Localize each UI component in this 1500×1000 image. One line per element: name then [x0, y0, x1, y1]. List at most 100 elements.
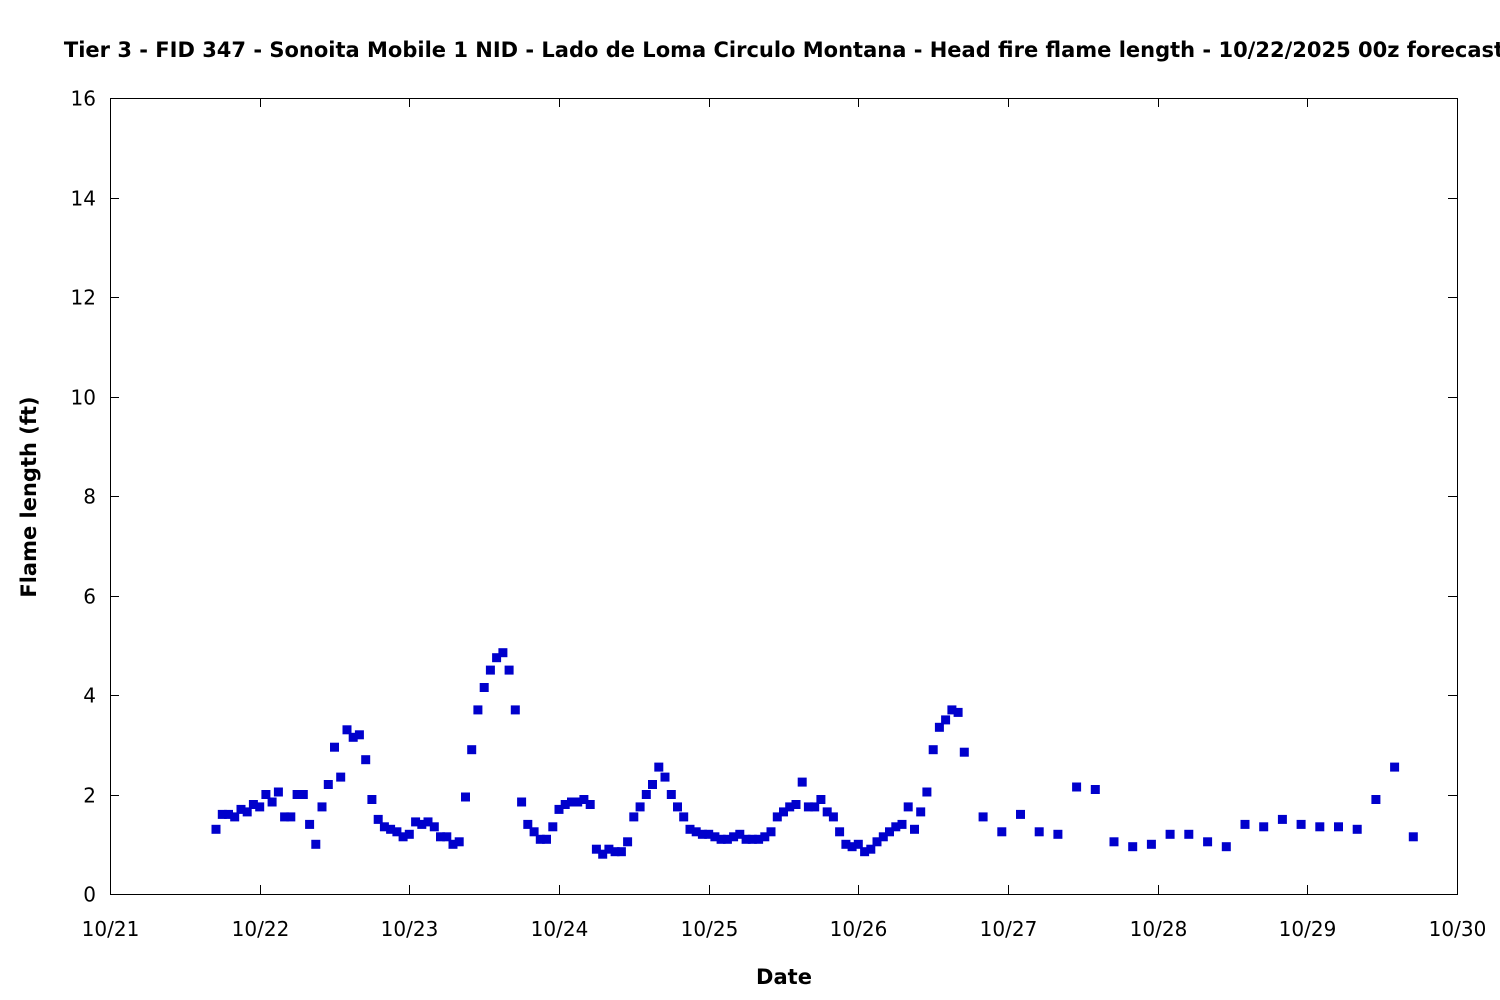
data-point [1390, 762, 1400, 772]
data-point [454, 837, 464, 847]
data-point [666, 790, 676, 799]
data-point [903, 802, 913, 812]
data-point [959, 747, 969, 757]
data-point [629, 812, 639, 822]
data-point [267, 797, 277, 807]
data-point [398, 832, 408, 842]
data-point [604, 844, 614, 854]
data-point [529, 827, 539, 837]
x-tick-label: 10/29 [1279, 917, 1337, 941]
data-point [535, 834, 545, 844]
data-point [897, 819, 907, 829]
data-point [579, 795, 589, 804]
data-point [716, 834, 726, 844]
data-point [523, 819, 533, 829]
data-point [754, 834, 764, 844]
data-point [217, 809, 227, 819]
data-point [473, 705, 483, 715]
y-axis: 0 2 4 6 8 10 12 14 16 [71, 87, 1457, 907]
y-tick-label: 14 [71, 187, 96, 211]
data-point [292, 790, 302, 799]
data-point [286, 812, 296, 822]
data-point [822, 807, 832, 817]
data-point [741, 834, 751, 844]
data-point [1259, 822, 1269, 832]
data-point [429, 822, 439, 832]
data-point [1034, 827, 1044, 837]
data-point [423, 817, 433, 827]
data-point [510, 705, 520, 715]
data-point [697, 829, 707, 839]
data-point [461, 792, 470, 802]
x-tick-label: 10/21 [82, 917, 140, 941]
data-point [348, 732, 358, 742]
data-point [934, 722, 944, 732]
data-point [323, 780, 333, 789]
data-point [1296, 819, 1306, 829]
data-point [1090, 785, 1100, 794]
data-point [791, 800, 801, 809]
data-point [779, 807, 788, 817]
data-point [835, 827, 845, 837]
data-point [367, 795, 377, 804]
data-point [803, 802, 813, 812]
y-axis-label: Flame length (ft) [17, 396, 41, 597]
data-point [660, 772, 670, 782]
data-point [1016, 809, 1025, 819]
data-point [504, 665, 514, 675]
data-point [517, 797, 527, 807]
data-point [242, 807, 252, 817]
data-point [760, 832, 770, 842]
data-point [492, 653, 502, 663]
data-point [853, 839, 863, 849]
data-point [280, 812, 290, 822]
x-axis-label: Date [756, 965, 812, 989]
x-tick-label: 10/23 [381, 917, 439, 941]
data-point [910, 824, 919, 834]
x-tick-label: 10/30 [1429, 917, 1487, 941]
data-point [1408, 832, 1418, 842]
data-point [411, 817, 421, 827]
data-point [585, 800, 595, 809]
data-point [591, 844, 601, 854]
data-point [1334, 822, 1343, 832]
data-point [816, 795, 826, 804]
data-point [947, 705, 957, 715]
data-point [722, 834, 732, 844]
data-point [417, 819, 427, 829]
data-point [648, 780, 657, 789]
data-point [392, 827, 402, 837]
data-point [866, 844, 876, 854]
data-point [485, 665, 495, 675]
data-point [747, 834, 757, 844]
x-tick-label: 10/22 [232, 917, 290, 941]
data-point [1203, 837, 1213, 847]
x-tick-label: 10/26 [830, 917, 888, 941]
y-tick-label: 2 [83, 784, 96, 808]
data-point [230, 812, 240, 822]
data-point [623, 837, 633, 847]
data-point [560, 800, 570, 809]
data-point [298, 790, 308, 799]
data-point [766, 827, 776, 837]
data-point [567, 797, 576, 807]
x-axis: 10/21 10/22 10/23 10/24 10/25 10/26 10/27 10/28… [82, 98, 1487, 941]
data-point [872, 837, 882, 847]
data-point [610, 847, 620, 857]
data-point [336, 772, 346, 782]
data-point [616, 847, 626, 857]
data-point [598, 849, 608, 859]
data-point [1277, 814, 1287, 824]
data-point [248, 800, 258, 809]
data-point [255, 802, 265, 812]
data-point [691, 827, 701, 837]
x-tick-label: 10/25 [681, 917, 739, 941]
data-point [379, 822, 389, 832]
data-point [878, 832, 888, 842]
data-point [785, 802, 795, 812]
data-series [211, 648, 1418, 859]
data-point [311, 839, 321, 849]
data-point [386, 824, 396, 834]
data-point [448, 839, 458, 849]
